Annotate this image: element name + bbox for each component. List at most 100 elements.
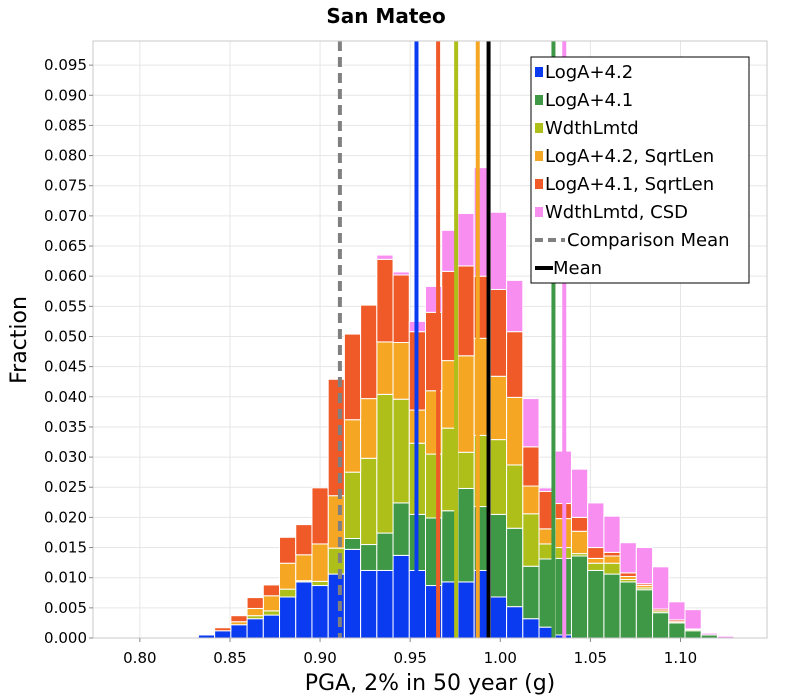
legend-swatch-loga-4-2-sqrtlen — [535, 151, 543, 161]
legend-label-wdthlmtd-csd: WdthLmtd, CSD — [545, 202, 688, 223]
bar-wdthlmtd-csd-bin-16 — [457, 212, 475, 267]
bar-loga-4-1-sqrtlen-bin-10 — [360, 304, 378, 400]
y-tick-label: 0.000 — [44, 629, 87, 647]
legend-label-loga-4-1: LogA+4.1 — [545, 90, 633, 111]
bar-wdthlmtd-csd-bin-26 — [619, 542, 637, 574]
plot-frame — [92, 40, 768, 639]
y-tick-label: 0.005 — [44, 599, 87, 617]
bar-loga-4-1-bin-10 — [360, 544, 378, 571]
y-tick-label: 0.095 — [44, 56, 87, 74]
y-tick-label: 0.020 — [44, 508, 87, 526]
bar-wdthlmtd-bin-24 — [587, 562, 605, 571]
bar-loga-4-2-sqrtlen-bin-5 — [279, 562, 297, 590]
bar-wdthlmtd-bin-4 — [262, 610, 281, 616]
legend-swatch-loga-4-1-sqrtlen — [535, 179, 543, 189]
bar-loga-4-2-bin-11 — [376, 569, 394, 639]
bar-loga-4-2-bin-4 — [262, 614, 281, 639]
legend-label-loga-4-2: LogA+4.2 — [545, 62, 633, 83]
bar-loga-4-1-sqrtlen-bin-8 — [327, 378, 345, 497]
legend-label-wdthlmtd: WdthLmtd — [545, 118, 639, 139]
bar-loga-4-1-bin-30 — [684, 630, 702, 639]
bar-loga-4-2-bin-6 — [295, 581, 313, 639]
bar-loga-4-1-bin-9 — [343, 538, 362, 550]
bar-loga-4-1-bin-20 — [522, 565, 540, 620]
legend-label-loga-4-2-sqrtlen: LogA+4.2, SqrtLen — [545, 146, 714, 167]
bar-loga-4-2-sqrtlen-bin-4 — [262, 595, 281, 612]
bar-wdthlmtd-csd-bin-30 — [684, 609, 702, 630]
bar-loga-4-1-bin-28 — [652, 612, 670, 639]
y-tick-label: 0.040 — [44, 388, 87, 406]
y-axis-ticks: 0.000 0.005 0.010 0.015 0.020 0.025 0.030 0.035… — [44, 56, 93, 647]
bar-loga-4-2-sqrtlen-bin-19 — [506, 396, 524, 466]
x-tick-label: 1.05 — [574, 649, 607, 667]
bar-loga-4-2-sqrtlen-bin-10 — [360, 398, 378, 459]
x-tick-label: 0.95 — [393, 649, 426, 667]
legend: LogA+4.2 LogA+4.1 WdthLmtd LogA+4.2, SqrtLe… — [530, 56, 750, 284]
bar-loga-4-1-bin-18 — [489, 513, 508, 598]
x-tick-label: 0.80 — [123, 649, 156, 667]
bar-loga-4-1-bin-16 — [457, 487, 475, 583]
bar-wdthlmtd-bin-12 — [392, 398, 410, 504]
bar-loga-4-2-sqrtlen-bin-18 — [489, 375, 508, 441]
bar-loga-4-2-bin-2 — [230, 624, 248, 639]
bar-loga-4-2-bin-1 — [214, 630, 232, 639]
bar-wdthlmtd-bin-11 — [376, 393, 394, 534]
bar-wdthlmtd-csd-bin-25 — [603, 515, 621, 553]
bar-loga-4-1-bin-25 — [603, 573, 621, 639]
bar-loga-4-2-bin-9 — [343, 548, 362, 639]
legend-swatch-wdthlmtd-csd — [535, 207, 543, 217]
bar-loga-4-2-bin-10 — [360, 569, 378, 639]
bar-loga-4-2-sqrtlen-bin-8 — [327, 495, 345, 549]
bar-loga-4-1-sqrtlen-bin-16 — [457, 265, 475, 357]
bar-loga-4-1-bin-24 — [587, 569, 605, 639]
bar-loga-4-1-sqrtlen-bin-3 — [246, 597, 264, 609]
bar-loga-4-1-sqrtlen-bin-11 — [376, 258, 394, 343]
x-tick-label: 1.00 — [484, 649, 517, 667]
bar-wdthlmtd-bin-5 — [279, 588, 297, 598]
bar-loga-4-1-sqrtlen-bin-24 — [587, 547, 605, 559]
y-tick-label: 0.055 — [44, 297, 87, 315]
x-tick-label: 0.85 — [213, 649, 246, 667]
bar-loga-4-2-sqrtlen-bin-20 — [522, 485, 540, 515]
bar-wdthlmtd-csd-bin-19 — [506, 279, 524, 333]
bar-loga-4-1-sqrtlen-bin-23 — [570, 516, 589, 532]
chart-title: San Mateo — [326, 4, 445, 28]
bar-loga-4-2-sqrtlen-bin-6 — [295, 554, 313, 582]
y-tick-label: 0.065 — [44, 237, 87, 255]
bar-wdthlmtd-bin-25 — [603, 562, 621, 575]
y-tick-label: 0.030 — [44, 448, 87, 466]
bar-loga-4-1-bin-23 — [570, 555, 589, 639]
bar-wdthlmtd-csd-bin-18 — [489, 211, 508, 290]
bar-loga-4-2-bin-8 — [327, 573, 345, 639]
bar-wdthlmtd-bin-20 — [522, 513, 540, 567]
bar-loga-4-1-sqrtlen-bin-5 — [279, 536, 297, 564]
bar-loga-4-1-sqrtlen-bin-2 — [230, 615, 248, 623]
bar-loga-4-1-bin-11 — [376, 532, 394, 571]
y-tick-label: 0.025 — [44, 478, 87, 496]
y-tick-label: 0.050 — [44, 327, 87, 345]
bar-loga-4-2-bin-12 — [392, 554, 410, 639]
bar-wdthlmtd-csd-bin-12 — [392, 271, 410, 276]
bar-loga-4-1-sqrtlen-bin-25 — [603, 551, 621, 557]
y-tick-label: 0.060 — [44, 267, 87, 285]
bar-wdthlmtd-csd-bin-28 — [652, 566, 670, 610]
bar-loga-4-1-sqrtlen-bin-6 — [295, 524, 313, 556]
legend-swatch-loga-4-2 — [535, 67, 543, 77]
bar-wdthlmtd-csd-bin-27 — [635, 547, 654, 585]
bar-wdthlmtd-csd-bin-23 — [570, 468, 589, 518]
bar-loga-4-2-sqrtlen-bin-11 — [376, 341, 394, 395]
bar-loga-4-2-bin-16 — [457, 581, 475, 639]
bar-wdthlmtd-bin-7 — [311, 580, 329, 587]
legend-swatch-loga-4-1 — [535, 95, 543, 105]
y-tick-label: 0.015 — [44, 539, 87, 557]
bar-loga-4-2-bin-20 — [522, 618, 540, 639]
bar-wdthlmtd-csd-bin-29 — [668, 601, 686, 621]
bar-loga-4-1-sqrtlen-bin-9 — [343, 333, 362, 421]
y-tick-label: 0.075 — [44, 177, 87, 195]
bar-loga-4-1-sqrtlen-bin-20 — [522, 446, 540, 487]
bar-wdthlmtd-bin-9 — [343, 471, 362, 539]
bar-loga-4-2-sqrtlen-bin-24 — [587, 557, 605, 564]
legend-label-comparison-mean: Comparison Mean — [567, 230, 730, 251]
bar-wdthlmtd-bin-8 — [327, 547, 345, 575]
y-tick-label: 0.010 — [44, 569, 87, 587]
